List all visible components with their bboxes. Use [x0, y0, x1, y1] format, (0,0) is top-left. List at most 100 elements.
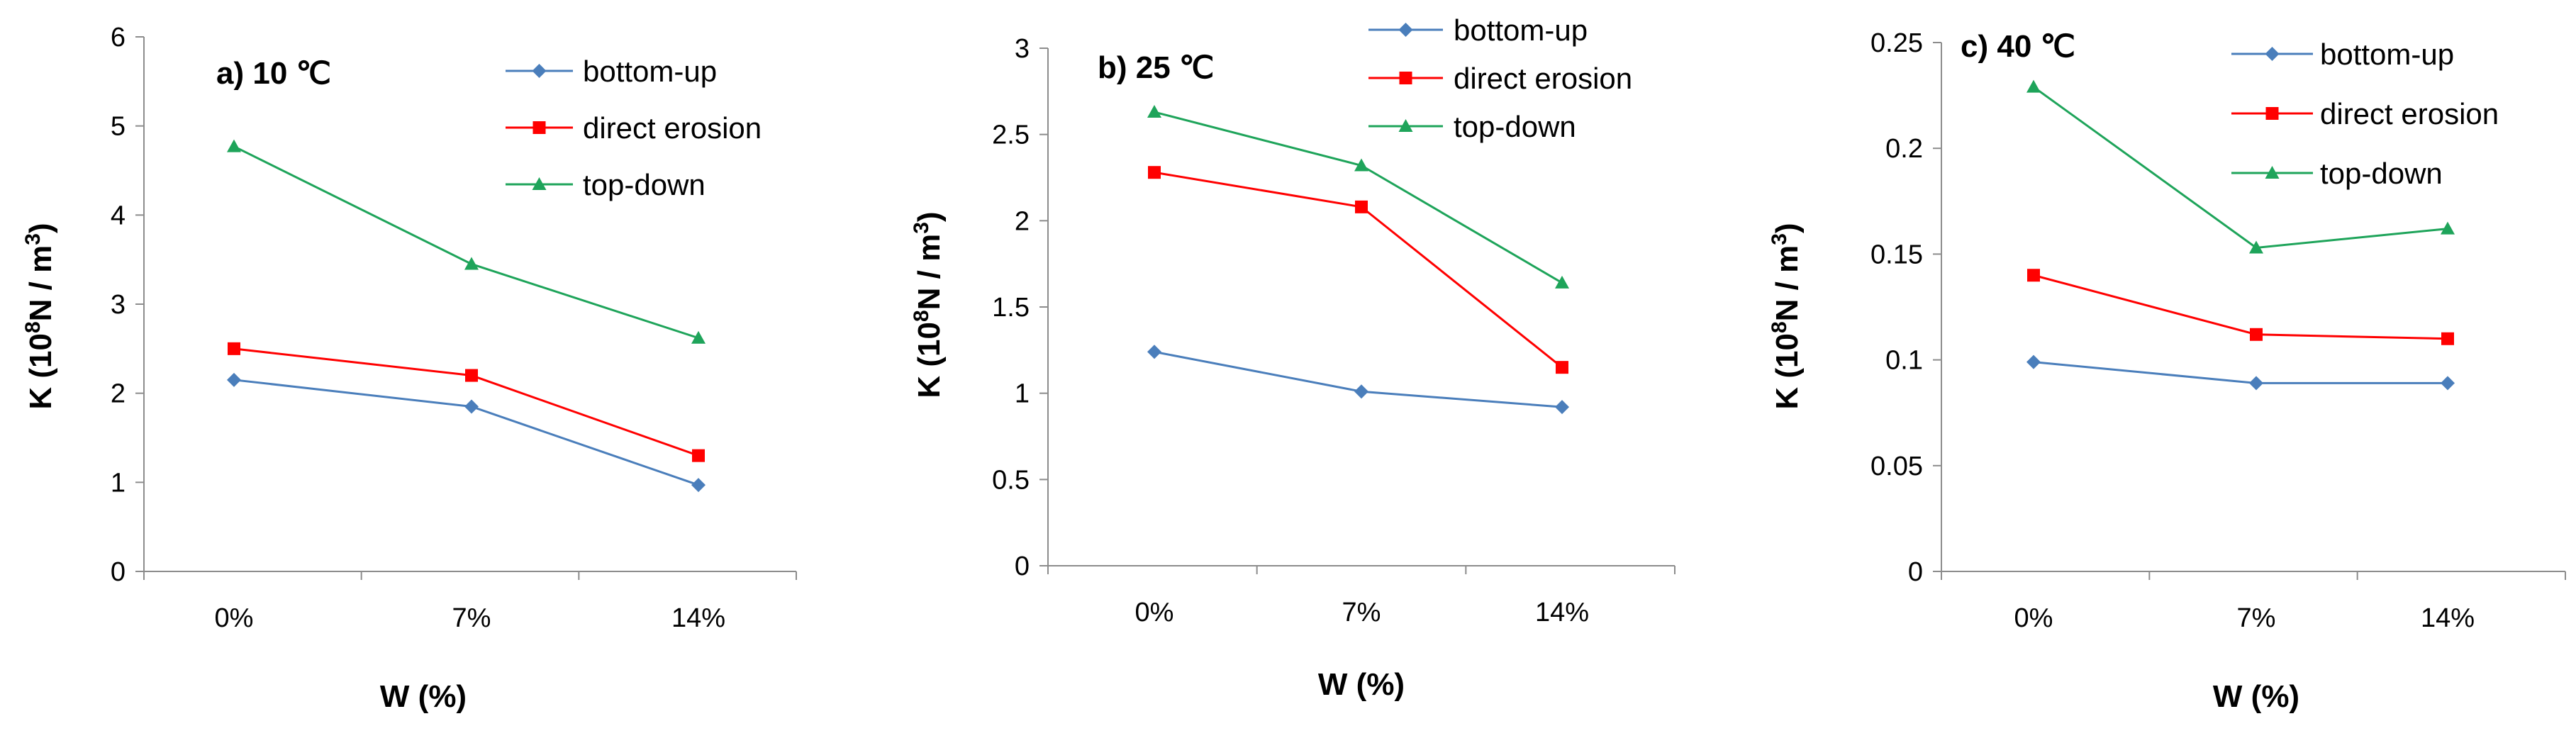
panel-b-bottom-up-point	[1147, 345, 1161, 359]
panel-a-ylabel-mid: N / m	[23, 245, 58, 322]
panel-c-legend-bottom-up-label: bottom-up	[2320, 38, 2454, 71]
panel-b-legend-bottom-up-marker	[1398, 23, 1413, 37]
panel-b-x-tick-label: 7%	[1342, 598, 1381, 627]
panel-c-y-axis-label: K (108N / m3)	[1768, 223, 1805, 409]
panel-c-legend-top-down-marker	[2265, 166, 2280, 179]
panel-c-y-tick-label: 0.25	[1870, 28, 1923, 58]
panel-c-bottom-up-point	[2441, 376, 2455, 391]
panel-b-direct-erosion-point	[1355, 200, 1368, 213]
panel-a-y-axis-label: K (108N / m3)	[21, 223, 58, 409]
panel-b-x-tick-label: 14%	[1535, 598, 1589, 627]
panel-c-y-tick-label: 0.05	[1870, 452, 1923, 481]
panel-b-y-tick-label: 3	[1015, 34, 1030, 64]
chart-panel-b: b) 25 ℃ W (%) K (108N / m3) 00.511.522.5…	[910, 13, 1675, 702]
panel-c-ylabel-end: )	[1770, 223, 1805, 233]
panel-a-legend-top-down-label: top-down	[583, 168, 706, 201]
panel-b-legend-direct-erosion-marker	[1399, 72, 1412, 84]
panel-b-x-axis-label: W (%)	[1318, 667, 1405, 702]
panel-a-direct-erosion-point	[228, 342, 240, 355]
panel-c-bottom-up-point	[2026, 354, 2041, 369]
panel-a-y-tick-label: 6	[111, 23, 126, 52]
panel-a-direct-erosion-point	[465, 369, 478, 382]
panel-c-direct-erosion-point	[2027, 269, 2040, 282]
panel-a-ylabel-sup2: 3	[21, 233, 45, 245]
panel-a-ylabel-sup1: 8	[21, 321, 45, 333]
panel-a-y-tick-label: 4	[111, 201, 126, 230]
panel-b-title: b) 25 ℃	[1098, 50, 1214, 85]
panel-c-y-tick-label: 0.1	[1885, 346, 1923, 376]
panel-a-x-axis-label: W (%)	[380, 679, 467, 714]
panel-a-y-tick-label: 3	[111, 290, 126, 320]
panel-b-y-tick-label: 2.5	[992, 121, 1030, 150]
panel-b-x-tick-label: 0%	[1135, 598, 1174, 627]
panel-a-bottom-up-point	[691, 478, 706, 493]
panel-b-direct-erosion-point	[1556, 361, 1568, 374]
panel-c-legend-direct-erosion-marker	[2265, 107, 2279, 120]
panel-a-y-tick-label: 0	[111, 557, 126, 587]
panel-b-ylabel-end: )	[912, 211, 947, 222]
panel-b-ylabel-mid: N / m	[912, 234, 947, 311]
panel-c-x-tick-label: 14%	[2421, 603, 2475, 633]
panel-c-x-axis-label: W (%)	[2213, 679, 2299, 714]
panel-c-bottom-up-point	[2249, 376, 2263, 391]
panel-c-x-tick-label: 7%	[2237, 603, 2276, 633]
panel-b-y-tick-label: 1	[1015, 379, 1030, 409]
panel-c-top-down-point	[2249, 240, 2263, 254]
panel-c-ylabel-sup1: 8	[1768, 321, 1791, 333]
panel-c-legend-direct-erosion-label: direct erosion	[2320, 97, 2499, 130]
panel-a-legend-bottom-up-marker	[532, 64, 547, 78]
panel-a-top-down-point	[227, 139, 241, 152]
panel-c-x-tick-label: 0%	[2014, 603, 2053, 633]
panel-c-title: c) 40 ℃	[1961, 29, 2075, 64]
panel-c-ylabel-mid: N / m	[1770, 245, 1805, 322]
panel-a-x-tick-label: 0%	[215, 603, 254, 633]
panel-a-direct-erosion-point	[692, 449, 705, 462]
panel-a-legend-direct-erosion-marker	[533, 121, 546, 134]
panel-a-y-tick-label: 5	[111, 112, 126, 142]
panel-c-legend-bottom-up-marker	[2265, 47, 2280, 61]
panel-b-legend-top-down-label: top-down	[1454, 110, 1576, 143]
panel-b-ylabel-sup1: 8	[910, 310, 933, 322]
panel-a-y-tick-label: 1	[111, 468, 126, 498]
panel-b-y-axis-label: K (108N / m3)	[910, 211, 947, 398]
panel-b-bottom-up-point	[1555, 400, 1569, 415]
panel-a-title: a) 10 ℃	[216, 56, 331, 91]
panel-c-top-down-point	[2441, 221, 2455, 235]
panel-c-y-tick-label: 0.2	[1885, 134, 1923, 164]
panel-b-legend-direct-erosion-label: direct erosion	[1454, 62, 1632, 95]
panel-b-legend-bottom-up-label: bottom-up	[1454, 13, 1588, 47]
panel-b-direct-erosion-point	[1148, 166, 1161, 179]
panel-b-bottom-up-point	[1354, 384, 1368, 399]
panel-a-top-down-point	[464, 257, 479, 270]
panel-a-top-down-point	[691, 330, 706, 344]
panel-a-x-tick-label: 14%	[671, 603, 725, 633]
panel-c-direct-erosion-point	[2441, 332, 2454, 345]
chart-panel-c: c) 40 ℃ W (%) K (108N / m3) 0 0.05 0.1 0.15…	[1768, 28, 2566, 714]
panel-c-direct-erosion-point	[2250, 328, 2263, 341]
panel-c-y-tick-label: 0.15	[1870, 240, 1923, 269]
panel-a-ylabel-end: )	[23, 223, 58, 233]
panel-a-ylabel-main: K (10	[23, 333, 58, 410]
panel-b-y-tick-label: 0.5	[992, 465, 1030, 495]
panel-b-ylabel-main: K (10	[912, 322, 947, 398]
panel-b-top-down-point	[1147, 105, 1161, 118]
panel-b-y-tick-label: 2	[1015, 206, 1030, 236]
panel-c-y-tick-label: 0	[1908, 557, 1923, 587]
panel-b-legend-top-down-marker	[1398, 119, 1413, 132]
panel-c-top-down-point	[2026, 79, 2041, 93]
panel-a-bottom-up-point	[464, 399, 479, 414]
panel-c-ylabel-main: K (10	[1770, 333, 1805, 410]
panel-b-y-tick-label: 0	[1015, 552, 1030, 581]
panel-a-legend-bottom-up-label: bottom-up	[583, 55, 717, 88]
panel-b-top-down-point	[1354, 158, 1368, 172]
panel-c-ylabel-sup2: 3	[1768, 233, 1791, 245]
panel-a-y-tick-label: 2	[111, 379, 126, 409]
panel-b-ylabel-sup2: 3	[910, 222, 933, 234]
panel-a-legend-top-down-marker	[532, 177, 547, 190]
panel-b-top-down-point	[1555, 275, 1569, 289]
panel-a-bottom-up-point	[227, 372, 241, 387]
panel-c-legend-top-down-label: top-down	[2320, 157, 2443, 190]
panel-b-y-tick-label: 1.5	[992, 293, 1030, 323]
